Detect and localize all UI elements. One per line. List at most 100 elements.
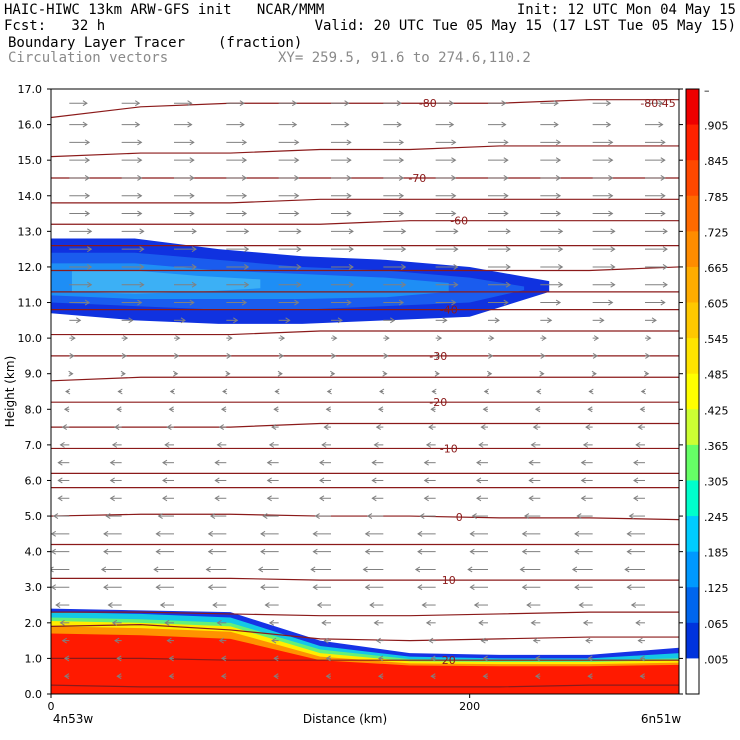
- wind-vector: [278, 264, 302, 270]
- wind-vector-head: [294, 192, 300, 199]
- wind-vector-head: [257, 566, 264, 573]
- wind-vector: [166, 637, 174, 644]
- wind-vector: [157, 513, 174, 519]
- wind-vector: [383, 228, 407, 235]
- wind-vector-head: [534, 406, 541, 413]
- wind-vector-head: [469, 548, 475, 555]
- wind-vector: [540, 264, 564, 270]
- wind-vector: [478, 619, 488, 626]
- wind-vector: [633, 459, 645, 466]
- wind-vector-head: [662, 228, 668, 235]
- wind-vector: [164, 619, 174, 626]
- wind-vector-head: [296, 228, 302, 235]
- wind-vector-head: [52, 513, 59, 519]
- plot-frame: [50, 88, 680, 695]
- wind-vector: [435, 228, 459, 235]
- wind-vector: [278, 210, 300, 217]
- wind-vector: [218, 637, 227, 644]
- bl-tracer-layer: [51, 633, 679, 694]
- wind-vector-head: [639, 406, 645, 413]
- wind-vector-head: [428, 424, 434, 431]
- wind-vector: [61, 424, 70, 431]
- wind-vector: [532, 424, 541, 431]
- wind-vector: [588, 388, 594, 395]
- wind-vector-head: [57, 459, 63, 466]
- wind-vector-head: [442, 317, 448, 324]
- wind-vector-head: [398, 210, 405, 217]
- wind-vector: [273, 655, 279, 662]
- wind-vector-head: [398, 139, 405, 146]
- wind-vector-head: [137, 299, 143, 306]
- wind-vector-head: [451, 299, 457, 306]
- wind-vector: [633, 477, 645, 484]
- wind-vector: [592, 335, 600, 342]
- wind-vector-head: [419, 513, 425, 519]
- wind-vector: [423, 495, 436, 502]
- colorbar-swatch: [686, 373, 699, 410]
- wind-vector: [226, 264, 250, 270]
- wind-vector: [278, 121, 298, 128]
- wind-vector: [371, 477, 384, 484]
- wind-vector: [592, 317, 605, 324]
- wind-vector-head: [645, 352, 651, 359]
- wind-vector: [383, 281, 407, 288]
- wind-vector: [630, 602, 645, 608]
- wind-vector: [312, 584, 331, 591]
- wind-vector-head: [362, 566, 368, 573]
- wind-vector-head: [187, 100, 193, 107]
- wind-vector-head: [337, 317, 343, 324]
- wind-vector: [155, 530, 174, 537]
- wind-vector: [383, 335, 390, 342]
- wind-vector-head: [434, 370, 440, 377]
- wind-vector: [330, 370, 336, 377]
- wind-vector-head: [610, 228, 616, 235]
- wind-vector-head: [417, 548, 423, 555]
- wind-vector: [435, 281, 459, 288]
- wind-vector-head: [540, 352, 546, 359]
- wind-vector: [63, 406, 70, 413]
- wind-vector-head: [630, 602, 637, 608]
- wind-vector: [109, 495, 122, 502]
- wind-vector: [639, 406, 645, 413]
- wind-vector: [330, 335, 338, 342]
- wind-vector-head: [120, 370, 126, 377]
- wind-vector-head: [214, 459, 220, 466]
- wind-vector: [469, 530, 488, 537]
- wind-vector: [69, 299, 91, 306]
- wind-vector-head: [591, 370, 597, 377]
- wind-vector: [487, 299, 509, 306]
- colorbar-swatch: [686, 266, 699, 304]
- wind-vector-head: [503, 139, 509, 146]
- wind-vector: [521, 548, 541, 555]
- wind-vector: [371, 459, 384, 466]
- wind-vector: [435, 317, 448, 324]
- wind-vector: [63, 673, 70, 680]
- wind-vector: [383, 100, 402, 107]
- wind-vector: [260, 584, 279, 591]
- wind-vector: [121, 121, 141, 128]
- y-tick-label: 16.0: [18, 119, 43, 132]
- y-tick-label: 7.0: [25, 439, 43, 452]
- wind-vector: [173, 281, 197, 288]
- wind-vector: [173, 139, 195, 146]
- wind-vector: [373, 619, 384, 626]
- wind-vector-head: [346, 175, 352, 181]
- wind-vector: [530, 619, 541, 626]
- wind-vector-head: [279, 335, 286, 342]
- wind-vector-head: [633, 477, 639, 484]
- wind-vector: [153, 566, 174, 573]
- wind-vector-head: [344, 100, 350, 107]
- wind-vector-head: [624, 566, 630, 573]
- wind-vector: [121, 246, 145, 253]
- wind-vector: [51, 566, 70, 573]
- wind-vector: [417, 548, 436, 555]
- wind-vector-head: [578, 602, 584, 608]
- wind-vector-head: [109, 495, 115, 502]
- wind-vector-head: [84, 192, 91, 199]
- wind-vector-head: [153, 566, 159, 573]
- wind-vector-head: [191, 264, 197, 270]
- wind-vector-head: [401, 246, 407, 253]
- isotherm-line: [51, 198, 679, 204]
- wind-vector: [109, 477, 122, 484]
- wind-vector: [471, 513, 488, 519]
